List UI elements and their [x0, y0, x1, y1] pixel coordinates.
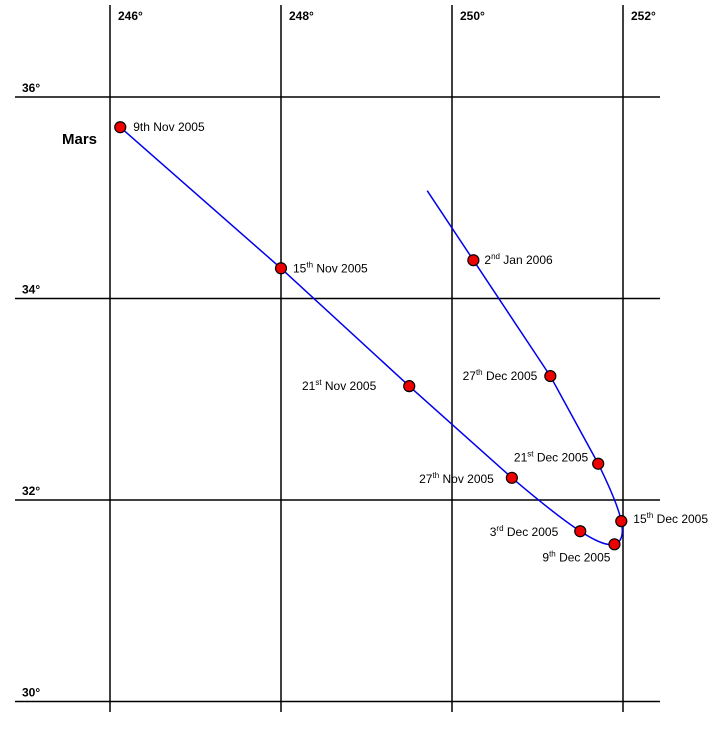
y-tick-label: 36° [22, 81, 40, 95]
data-point-marker [592, 457, 605, 470]
data-point-label: 2nd Jan 2006 [484, 252, 553, 267]
data-point-marker [403, 380, 416, 393]
trajectory-curve [119, 126, 624, 546]
data-point-marker [608, 538, 621, 551]
x-tick-label: 252° [631, 9, 656, 23]
data-point-label: 9th Nov 2005 [133, 120, 205, 134]
data-point-label: 27th Dec 2005 [463, 368, 538, 383]
y-tick-label: 30° [22, 686, 40, 700]
data-point-label: 21st Nov 2005 [302, 378, 377, 393]
x-tick-label: 246° [118, 9, 143, 23]
trajectory-points [114, 121, 628, 551]
data-point-marker [274, 262, 288, 275]
data-point-label: 27th Nov 2005 [419, 471, 494, 486]
trajectory-line [119, 126, 624, 546]
chart-title: Mars [62, 131, 97, 148]
data-point-label: 3rd Dec 2005 [490, 524, 559, 539]
data-point-label: 15th Dec 2005 [633, 511, 708, 526]
data-point-label: 9th Dec 2005 [542, 549, 610, 564]
data-point-marker [505, 471, 518, 484]
data-point-marker [615, 515, 628, 528]
tick-labels: 246° 248° 250° 252° 36° 34° 32° 30° [22, 9, 656, 700]
data-point-marker [467, 254, 480, 267]
y-tick-label: 32° [22, 484, 40, 498]
data-point-marker [114, 121, 127, 134]
data-point-marker [544, 369, 557, 383]
point-labels: 9th Nov 2005 15th Nov 2005 21st Nov 2005 27… [133, 120, 708, 564]
x-tick-label: 250° [460, 9, 485, 23]
data-point-label: 15th Nov 2005 [293, 260, 368, 275]
grid-lines [15, 5, 660, 712]
x-tick-label: 248° [289, 9, 314, 23]
data-point-label: 21st Dec 2005 [514, 450, 589, 465]
data-point-marker [574, 525, 587, 538]
y-tick-label: 34° [22, 283, 40, 297]
